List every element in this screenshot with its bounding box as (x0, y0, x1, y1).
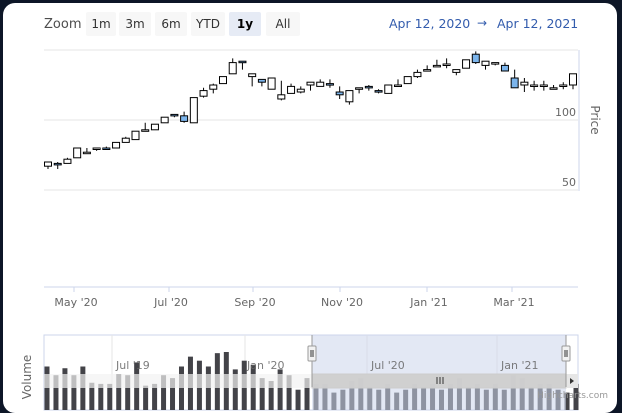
zoom-label: Zoom (44, 17, 82, 32)
candle[interactable] (121, 137, 130, 143)
price-axis-title: Price (588, 105, 602, 134)
candle[interactable] (170, 113, 179, 117)
x-tick-label: Jul '20 (153, 296, 188, 309)
candle[interactable] (462, 59, 471, 69)
candle[interactable] (384, 84, 393, 94)
candle[interactable] (481, 60, 490, 66)
candle[interactable] (92, 147, 101, 150)
candle[interactable] (569, 73, 577, 86)
zoom-all-button[interactable]: All (266, 12, 300, 36)
zoom-1m-button[interactable]: 1m (86, 12, 116, 36)
highcharts-credits-link[interactable]: Highcharts.com (537, 391, 608, 401)
navigator-x-label: Jan '21 (500, 359, 538, 372)
chart-container: Zoom 1m 3m 6m YTD 1y All Apr 12, 2020 → … (3, 3, 617, 413)
scrollbar-thumb[interactable] (311, 373, 567, 389)
y-tick-label: 50 (562, 176, 576, 189)
candle[interactable] (82, 151, 91, 155)
candle[interactable] (44, 161, 52, 167)
candle[interactable] (432, 64, 441, 68)
candle[interactable] (277, 94, 286, 100)
candle[interactable] (325, 83, 334, 86)
candle[interactable] (491, 62, 500, 65)
candle[interactable] (364, 85, 373, 89)
candle[interactable] (520, 81, 529, 86)
candle[interactable] (423, 69, 432, 72)
candle[interactable] (539, 84, 548, 87)
candle[interactable] (413, 71, 422, 78)
to-date-input[interactable]: Apr 12, 2021 (497, 16, 579, 31)
navigator-left-handle[interactable] (307, 335, 317, 387)
zoom-1y-button[interactable]: 1y (229, 12, 261, 36)
candle[interactable] (267, 77, 276, 90)
candle[interactable] (442, 63, 451, 66)
candle[interactable] (306, 81, 315, 86)
from-date-input[interactable]: Apr 12, 2020 (389, 16, 471, 31)
candle[interactable] (238, 60, 247, 64)
candle[interactable] (219, 76, 227, 85)
candle[interactable] (374, 90, 383, 93)
zoom-6m-button[interactable]: 6m (155, 12, 187, 36)
candle[interactable] (549, 87, 558, 90)
candle[interactable] (102, 147, 111, 150)
price-chart[interactable]: 50 100 Price May '20 Jul '20 Sep '20 Nov '20 Ja… (3, 3, 617, 413)
candle[interactable] (452, 69, 461, 73)
candle[interactable] (287, 85, 296, 94)
candle[interactable] (228, 62, 237, 75)
navigator-x-label: Jan '20 (246, 359, 284, 372)
candle[interactable] (257, 78, 266, 83)
navigator-right-handle[interactable] (561, 335, 571, 387)
candle[interactable] (189, 97, 198, 124)
x-tick-label: Nov '20 (321, 296, 363, 309)
candle[interactable] (73, 147, 82, 159)
navigator-x-label: Jul '20 (370, 359, 405, 372)
candle[interactable] (500, 64, 509, 72)
zoom-ytd-button[interactable]: YTD (191, 12, 225, 36)
date-range-arrow: → (477, 16, 488, 30)
candle[interactable] (530, 84, 539, 87)
candle[interactable] (394, 84, 402, 87)
candle[interactable] (112, 141, 121, 149)
candle[interactable] (209, 84, 218, 90)
candle[interactable] (199, 90, 208, 97)
x-tick-label: May '20 (54, 296, 97, 309)
candle[interactable] (559, 84, 568, 87)
candle[interactable] (53, 162, 62, 166)
x-tick-label: Mar '21 (493, 296, 534, 309)
candle[interactable] (141, 129, 150, 132)
candle[interactable] (471, 53, 480, 64)
volume-axis-title: Volume (20, 355, 34, 400)
x-tick-label: Jan '21 (409, 296, 447, 309)
candle[interactable] (248, 73, 257, 78)
candle[interactable] (150, 123, 159, 131)
zoom-3m-button[interactable]: 3m (119, 12, 151, 36)
candle[interactable] (296, 88, 305, 93)
candle[interactable] (345, 90, 354, 103)
candle[interactable] (180, 115, 189, 122)
candle[interactable] (160, 116, 169, 124)
x-tick-label: Sep '20 (234, 296, 275, 309)
candle[interactable] (403, 76, 412, 85)
candle[interactable] (63, 158, 72, 164)
y-tick-label: 100 (555, 106, 576, 119)
navigator-x-label: Jul '19 (115, 359, 150, 372)
candle[interactable] (335, 91, 344, 96)
candlestick-series[interactable] (44, 51, 577, 169)
navigator-selected-range[interactable] (312, 335, 566, 410)
candle[interactable] (510, 77, 519, 89)
candle[interactable] (355, 87, 364, 90)
scroll-right-arrow-icon (570, 378, 574, 384)
candle[interactable] (316, 81, 325, 87)
candle[interactable] (131, 130, 140, 141)
